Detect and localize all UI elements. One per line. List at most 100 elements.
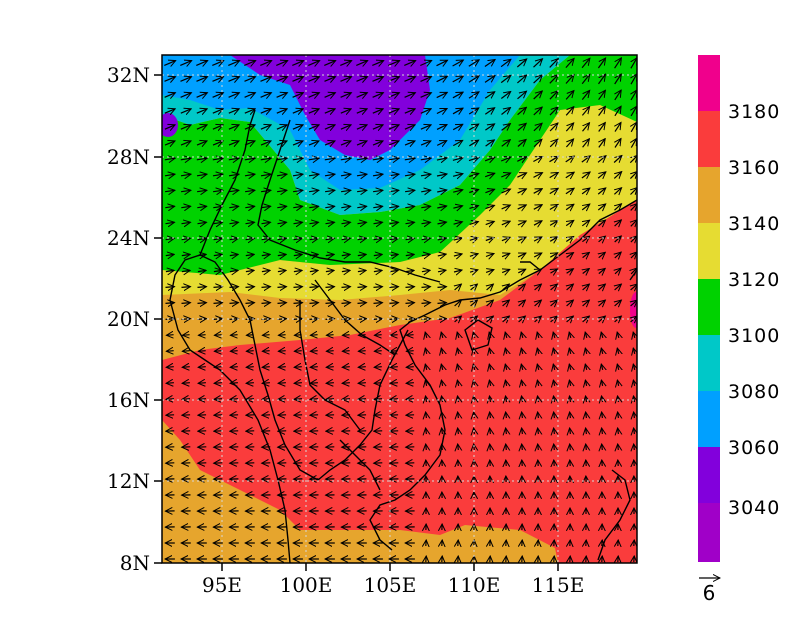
- wind-vector-arrow: [372, 61, 383, 66]
- wind-vector-arrow: [631, 58, 637, 69]
- wind-vector-arrow: [325, 222, 335, 223]
- wind-vector-arrow: [554, 428, 555, 434]
- wind-vector-arrow: [599, 139, 605, 148]
- wind-vector-arrow: [340, 125, 351, 129]
- wind-vector-arrow: [246, 399, 255, 400]
- wind-vector-arrow: [581, 107, 589, 116]
- wind-vector-arrow: [421, 287, 431, 288]
- wind-vector-arrow: [277, 238, 287, 239]
- wind-vector-arrow: [437, 238, 447, 240]
- wind-vector-arrow: [458, 412, 459, 418]
- wind-vector-arrow: [485, 189, 494, 192]
- wind-vector-arrow: [485, 140, 495, 146]
- wind-vector-arrow: [502, 269, 510, 272]
- wind-vector-arrow: [181, 206, 190, 207]
- wind-vector-arrow: [230, 383, 238, 384]
- wind-vector-arrow: [262, 351, 270, 352]
- wind-vector-arrow: [631, 106, 637, 117]
- wind-vector-arrow: [293, 190, 303, 191]
- wind-vector-arrow: [597, 172, 606, 178]
- wind-vector-arrow: [198, 383, 206, 384]
- wind-vector-arrow: [228, 109, 239, 113]
- wind-vector-arrow: [458, 444, 459, 450]
- wind-vector-arrow: [404, 61, 415, 66]
- wind-vector-arrow: [213, 190, 223, 191]
- wind-vector-arrow: [357, 303, 367, 304]
- wind-vector-arrow: [485, 221, 495, 224]
- wind-vector-arrow: [565, 58, 574, 68]
- wind-vector-arrow: [469, 238, 478, 241]
- wind-vector-arrow: [325, 190, 335, 191]
- wind-vector-arrow: [569, 380, 570, 386]
- wind-vector-arrow: [373, 270, 382, 271]
- wind-vector-arrow: [324, 158, 335, 160]
- wind-vector-arrow: [180, 141, 191, 145]
- wind-vector-arrow: [549, 91, 558, 100]
- wind-vector-arrow: [586, 428, 587, 434]
- wind-vector-arrow: [534, 269, 541, 273]
- wind-vector-arrow: [437, 270, 446, 272]
- wind-vector-arrow: [601, 364, 602, 370]
- wind-vector-arrow: [390, 367, 398, 368]
- wind-vector-arrow: [228, 125, 239, 129]
- wind-vector-arrow: [437, 287, 447, 288]
- wind-vector-arrow: [374, 383, 382, 384]
- wind-vector-arrow: [615, 284, 622, 290]
- wind-vector-arrow: [388, 141, 399, 145]
- wind-vector-arrow: [420, 109, 431, 114]
- wind-vector-arrow: [212, 77, 224, 82]
- wind-vector-arrow: [213, 270, 222, 271]
- wind-vector-arrow: [324, 141, 335, 145]
- wind-vector-arrow: [567, 269, 574, 274]
- wind-vector-arrow: [229, 206, 238, 207]
- wind-vector-arrow: [468, 76, 479, 82]
- wind-vector-arrow: [404, 93, 416, 98]
- wind-vector-arrow: [292, 93, 304, 98]
- wind-vector-arrow: [598, 74, 606, 85]
- wind-vector-arrow: [181, 238, 191, 239]
- wind-vector-arrow: [308, 174, 319, 176]
- wind-vector-arrow: [614, 74, 622, 85]
- wind-vector-arrow: [420, 77, 432, 82]
- wind-vector-arrow: [196, 141, 207, 145]
- wind-vector-arrow: [565, 91, 574, 100]
- wind-vector-arrow: [436, 125, 447, 130]
- wind-vector-arrow: [581, 188, 590, 194]
- wind-vector-arrow: [245, 270, 254, 271]
- wind-vector-arrow: [278, 399, 287, 400]
- wind-vector-arrow: [261, 190, 271, 191]
- wind-vector-arrow: [585, 364, 586, 370]
- colorbar-label: 3180: [728, 101, 780, 123]
- wind-vector-arrow: [166, 399, 175, 400]
- wind-vector-arrow: [549, 172, 559, 177]
- wind-vector-arrow: [490, 444, 491, 450]
- wind-vector-arrow: [517, 221, 526, 225]
- wind-vector-arrow: [500, 92, 510, 99]
- wind-vector-arrow: [164, 77, 176, 82]
- wind-vector-arrow: [533, 172, 543, 178]
- wind-vector-arrow: [373, 303, 383, 304]
- wind-vector-arrow: [484, 157, 495, 161]
- wind-vector-arrow: [262, 383, 270, 384]
- wind-vector-arrow: [324, 125, 335, 129]
- wind-vector-arrow: [452, 174, 463, 177]
- wind-vector-arrow: [309, 303, 319, 304]
- wind-vector-arrow: [453, 270, 462, 272]
- wind-vector-arrow: [565, 123, 573, 132]
- wind-vector-arrow: [229, 287, 239, 288]
- wind-vector-arrow: [309, 270, 318, 271]
- wind-vector-arrow: [517, 91, 527, 100]
- wind-vector-arrow: [406, 335, 413, 336]
- wind-vector-arrow: [441, 380, 442, 386]
- wind-vector-arrow: [388, 174, 399, 176]
- wind-vector-arrow: [165, 270, 174, 271]
- wind-vector-arrow: [615, 122, 621, 132]
- wind-vector-arrow: [340, 141, 351, 145]
- wind-vector-arrow: [487, 284, 494, 290]
- wind-vector-arrow: [372, 93, 384, 98]
- wind-vector-arrow: [533, 123, 542, 132]
- wind-vector-arrow: [404, 158, 415, 160]
- wind-vector-arrow: [538, 396, 539, 402]
- wind-vector-arrow: [293, 254, 302, 255]
- wind-vector-arrow: [342, 335, 349, 336]
